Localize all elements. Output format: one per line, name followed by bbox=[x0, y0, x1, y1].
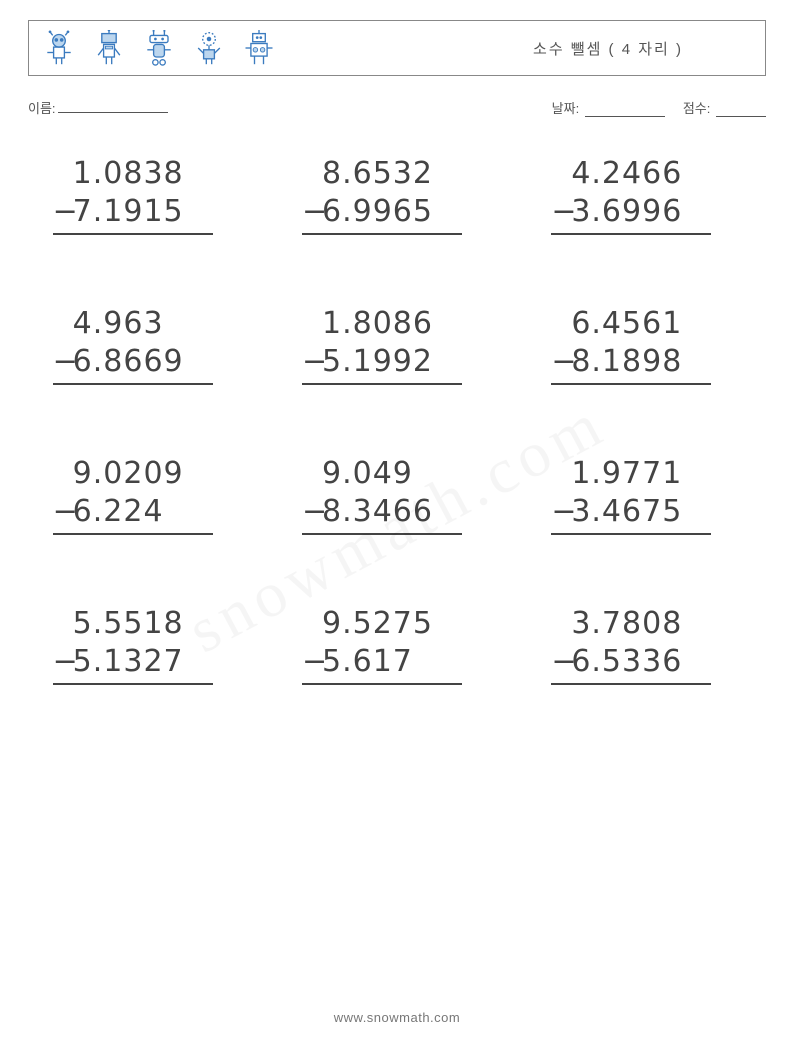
robot-icon bbox=[41, 30, 77, 66]
robot-icon bbox=[241, 30, 277, 66]
result-bar bbox=[302, 233, 462, 235]
subtraction-problem: 6.4561−8.1898 bbox=[551, 305, 741, 385]
operator: − bbox=[53, 343, 73, 381]
operator: − bbox=[53, 493, 73, 531]
score-label: 점수: bbox=[683, 101, 711, 116]
subtraction-problem: 9.0209−6.224 bbox=[53, 455, 243, 535]
result-bar bbox=[551, 233, 711, 235]
minuend: 9.0209 bbox=[73, 455, 213, 493]
subtrahend: 3.4675 bbox=[571, 493, 711, 531]
result-bar bbox=[53, 533, 213, 535]
operator: − bbox=[302, 193, 322, 231]
result-bar bbox=[302, 383, 462, 385]
subtrahend: 7.1915 bbox=[73, 193, 213, 231]
robot-icon bbox=[91, 30, 127, 66]
date-blank bbox=[585, 103, 665, 117]
minuend: 4.2466 bbox=[571, 155, 711, 193]
result-bar bbox=[551, 533, 711, 535]
minuend: 3.7808 bbox=[571, 605, 711, 643]
blank-op bbox=[53, 305, 73, 343]
operator: − bbox=[302, 343, 322, 381]
result-bar bbox=[302, 533, 462, 535]
subtraction-problem: 1.8086−5.1992 bbox=[302, 305, 492, 385]
subtraction-problem: 9.5275−5.617 bbox=[302, 605, 492, 685]
blank-op bbox=[302, 155, 322, 193]
subtraction-problem: 3.7808−6.5336 bbox=[551, 605, 741, 685]
robot-icon-row bbox=[41, 30, 277, 66]
problems-grid: 1.0838−7.1915 8.6532−6.9965 4.2466−3.699… bbox=[28, 155, 766, 685]
minuend: 8.6532 bbox=[322, 155, 462, 193]
subtraction-problem: 4.963−6.8669 bbox=[53, 305, 243, 385]
blank-op bbox=[551, 605, 571, 643]
robot-icon bbox=[191, 30, 227, 66]
minuend: 1.0838 bbox=[73, 155, 213, 193]
operator: − bbox=[551, 193, 571, 231]
subtrahend: 6.8669 bbox=[73, 343, 213, 381]
blank-op bbox=[302, 605, 322, 643]
blank-op bbox=[551, 305, 571, 343]
blank-op bbox=[302, 305, 322, 343]
date-label: 날짜: bbox=[552, 101, 580, 116]
result-bar bbox=[302, 683, 462, 685]
result-bar bbox=[551, 683, 711, 685]
blank-op bbox=[53, 605, 73, 643]
subtraction-problem: 8.6532−6.9965 bbox=[302, 155, 492, 235]
operator: − bbox=[551, 643, 571, 681]
subtraction-problem: 5.5518−5.1327 bbox=[53, 605, 243, 685]
blank-op bbox=[53, 155, 73, 193]
result-bar bbox=[551, 383, 711, 385]
subtraction-problem: 1.9771−3.4675 bbox=[551, 455, 741, 535]
score-blank bbox=[716, 103, 766, 117]
robot-icon bbox=[141, 30, 177, 66]
name-blank bbox=[58, 99, 168, 113]
operator: − bbox=[53, 643, 73, 681]
subtrahend: 8.1898 bbox=[571, 343, 711, 381]
subtraction-problem: 9.049−8.3466 bbox=[302, 455, 492, 535]
minuend: 1.8086 bbox=[322, 305, 462, 343]
blank-op bbox=[302, 455, 322, 493]
info-row: 이름: 날짜: 점수: bbox=[28, 98, 766, 117]
result-bar bbox=[53, 683, 213, 685]
operator: − bbox=[53, 193, 73, 231]
subtrahend: 5.1992 bbox=[322, 343, 462, 381]
subtrahend: 6.9965 bbox=[322, 193, 462, 231]
result-bar bbox=[53, 383, 213, 385]
footer-url: www.snowmath.com bbox=[0, 1010, 794, 1025]
header-box: 소수 뺄셈 ( 4 자리 ) bbox=[28, 20, 766, 76]
minuend: 9.049 bbox=[322, 455, 462, 493]
subtrahend: 5.617 bbox=[322, 643, 462, 681]
result-bar bbox=[53, 233, 213, 235]
blank-op bbox=[53, 455, 73, 493]
worksheet-title: 소수 뺄셈 ( 4 자리 ) bbox=[533, 38, 753, 59]
subtrahend: 6.5336 bbox=[571, 643, 711, 681]
subtraction-problem: 4.2466−3.6996 bbox=[551, 155, 741, 235]
subtrahend: 6.224 bbox=[73, 493, 213, 531]
operator: − bbox=[551, 493, 571, 531]
name-label: 이름: bbox=[28, 98, 56, 117]
blank-op bbox=[551, 155, 571, 193]
subtrahend: 8.3466 bbox=[322, 493, 462, 531]
worksheet-page: 소수 뺄셈 ( 4 자리 ) 이름: 날짜: 점수: snowmath.com … bbox=[0, 0, 794, 1053]
operator: − bbox=[302, 493, 322, 531]
minuend: 5.5518 bbox=[73, 605, 213, 643]
blank-op bbox=[551, 455, 571, 493]
operator: − bbox=[551, 343, 571, 381]
operator: − bbox=[302, 643, 322, 681]
minuend: 6.4561 bbox=[571, 305, 711, 343]
subtraction-problem: 1.0838−7.1915 bbox=[53, 155, 243, 235]
minuend: 9.5275 bbox=[322, 605, 462, 643]
subtrahend: 3.6996 bbox=[571, 193, 711, 231]
minuend: 4.963 bbox=[73, 305, 213, 343]
minuend: 1.9771 bbox=[571, 455, 711, 493]
subtrahend: 5.1327 bbox=[73, 643, 213, 681]
